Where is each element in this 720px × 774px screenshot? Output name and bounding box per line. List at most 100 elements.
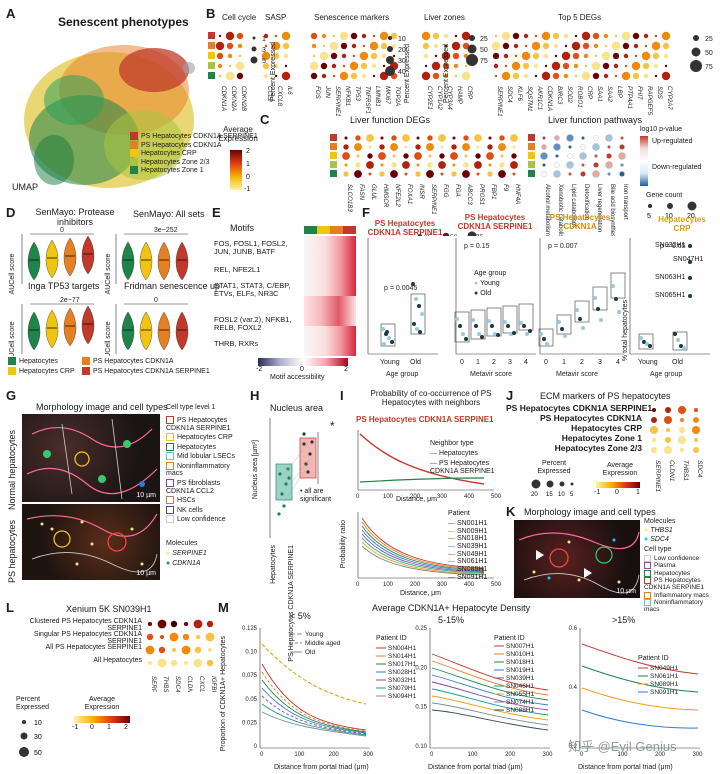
group-swatch [208,72,215,79]
dot [392,154,396,158]
panel-d-label: D [6,205,16,220]
group-swatch [330,170,337,177]
legend-item: PS Hepatocytes CDKN1A [82,357,174,366]
box [486,307,502,337]
box [410,293,426,335]
axis-label: SERPINE1 [496,86,503,117]
axis-label: SDC4 [174,676,181,692]
dot [319,51,329,61]
ecm-dot [692,426,700,434]
dot [322,44,326,48]
axis-label: 200 [655,752,666,758]
axis-label: AUCell score [9,253,16,294]
size-legend-dot [386,56,394,64]
axis-label: 0 [60,227,64,234]
violin [63,307,77,347]
dot [541,31,551,41]
pval-colorbar [640,136,648,186]
axis-label: CYP3A4 [446,86,453,110]
xenium-dot [157,619,167,629]
dot [552,72,560,80]
box-title: Hepatocytes CRP [658,215,706,233]
dot [452,52,460,60]
data-point [545,342,549,346]
data-point [496,333,500,337]
dot [624,64,628,68]
axis-label: Age group [386,371,418,378]
pval-title: log10 p-value [640,126,683,133]
data-point [412,322,416,326]
dot [379,144,385,150]
celltype-legend-item: Noninflammatory macs [166,461,230,478]
data-point [560,327,564,331]
dot [372,74,376,78]
axis-label: FBP1 [490,184,497,199]
axis-label: Young [638,359,658,366]
density-line [431,695,549,721]
axis-label: SLCO1B3 [346,184,353,212]
dot [438,134,446,142]
data-point [474,324,478,328]
panel-i-title: Probability of co-occurrence of PS Hepat… [370,389,492,407]
panel-j-title: ECM markers of PS hepatocytes [540,391,671,401]
dot [512,145,516,149]
panel-i-sub: PS Hepatocytes CDKN1A SERPINE1 [356,415,494,424]
axis-label: SN046H1 [506,683,535,690]
pct-title: Percent Expressed [537,460,571,475]
axis-label: SN049H1 [650,665,679,672]
ecm-row-label: PS Hepatocytes CDKN1A [539,413,642,423]
dot [226,42,234,50]
data-point [382,342,386,346]
dot [321,73,327,79]
dot [444,44,448,48]
dot [486,152,494,160]
violin-plots: 0 3e−252 2e−77 0 AUCell score AUCell score AUC… [9,227,189,356]
dot [421,31,431,41]
dot [427,162,433,168]
pathway-dot [605,134,613,142]
motif-row: STAT1, STAT3, C/EBP, ETVs, ELFs, NR3C [214,281,291,299]
data-point [611,284,615,288]
panel-l-title: Xenium 5K SN039H1 [66,604,152,614]
side-label: PS hepatocytes [7,520,17,584]
dot [476,172,480,176]
panel-l-label: L [6,600,14,615]
dot [421,71,431,81]
dot [366,161,374,169]
axis-label: 75 [476,234,484,236]
dot [544,64,548,68]
dot [641,51,651,61]
data-point [645,342,649,346]
axis-label: 0.15 [415,705,427,711]
axis-label: HAMP [456,86,463,105]
axis-label: 100 [468,752,479,758]
pathway-dot [581,136,585,140]
box-title: PS Hepatocytes CDKN1A SERPINE1 [367,219,443,237]
axis-label: FASN [358,184,365,201]
age-legend-title: Age group [474,270,507,277]
dot [378,152,386,160]
xenium-dot [184,661,188,665]
m-subtitle: 5-15% [438,615,465,625]
dot [524,44,528,48]
h-ylabel: Nucleus area [µm²] [252,440,259,500]
violin [139,311,153,351]
data-point [581,326,585,330]
dot [443,33,449,39]
data-point [682,346,686,350]
axis-label: SN074H1 [506,699,535,706]
data-point [278,472,282,476]
outlier-point [688,276,692,280]
dot [390,32,398,40]
violin-title: SenMayo: Protease inhibitors [35,207,115,227]
axis-label: CDKN1A [220,86,227,111]
dot [237,43,243,49]
colorbar-tick: 0 [90,724,94,731]
data-point [282,504,286,508]
axis-label: SN010H1 [506,651,535,658]
legend-item: PS Hepatocytes CDKN1A SERPINE1 [130,132,258,141]
ecm-row-label: PS Hepatocytes CDKN1A SERPINE1 [506,403,653,413]
axis-label: 200 [505,752,516,758]
axis-label: Metavir score [470,371,512,378]
dot [581,31,591,41]
